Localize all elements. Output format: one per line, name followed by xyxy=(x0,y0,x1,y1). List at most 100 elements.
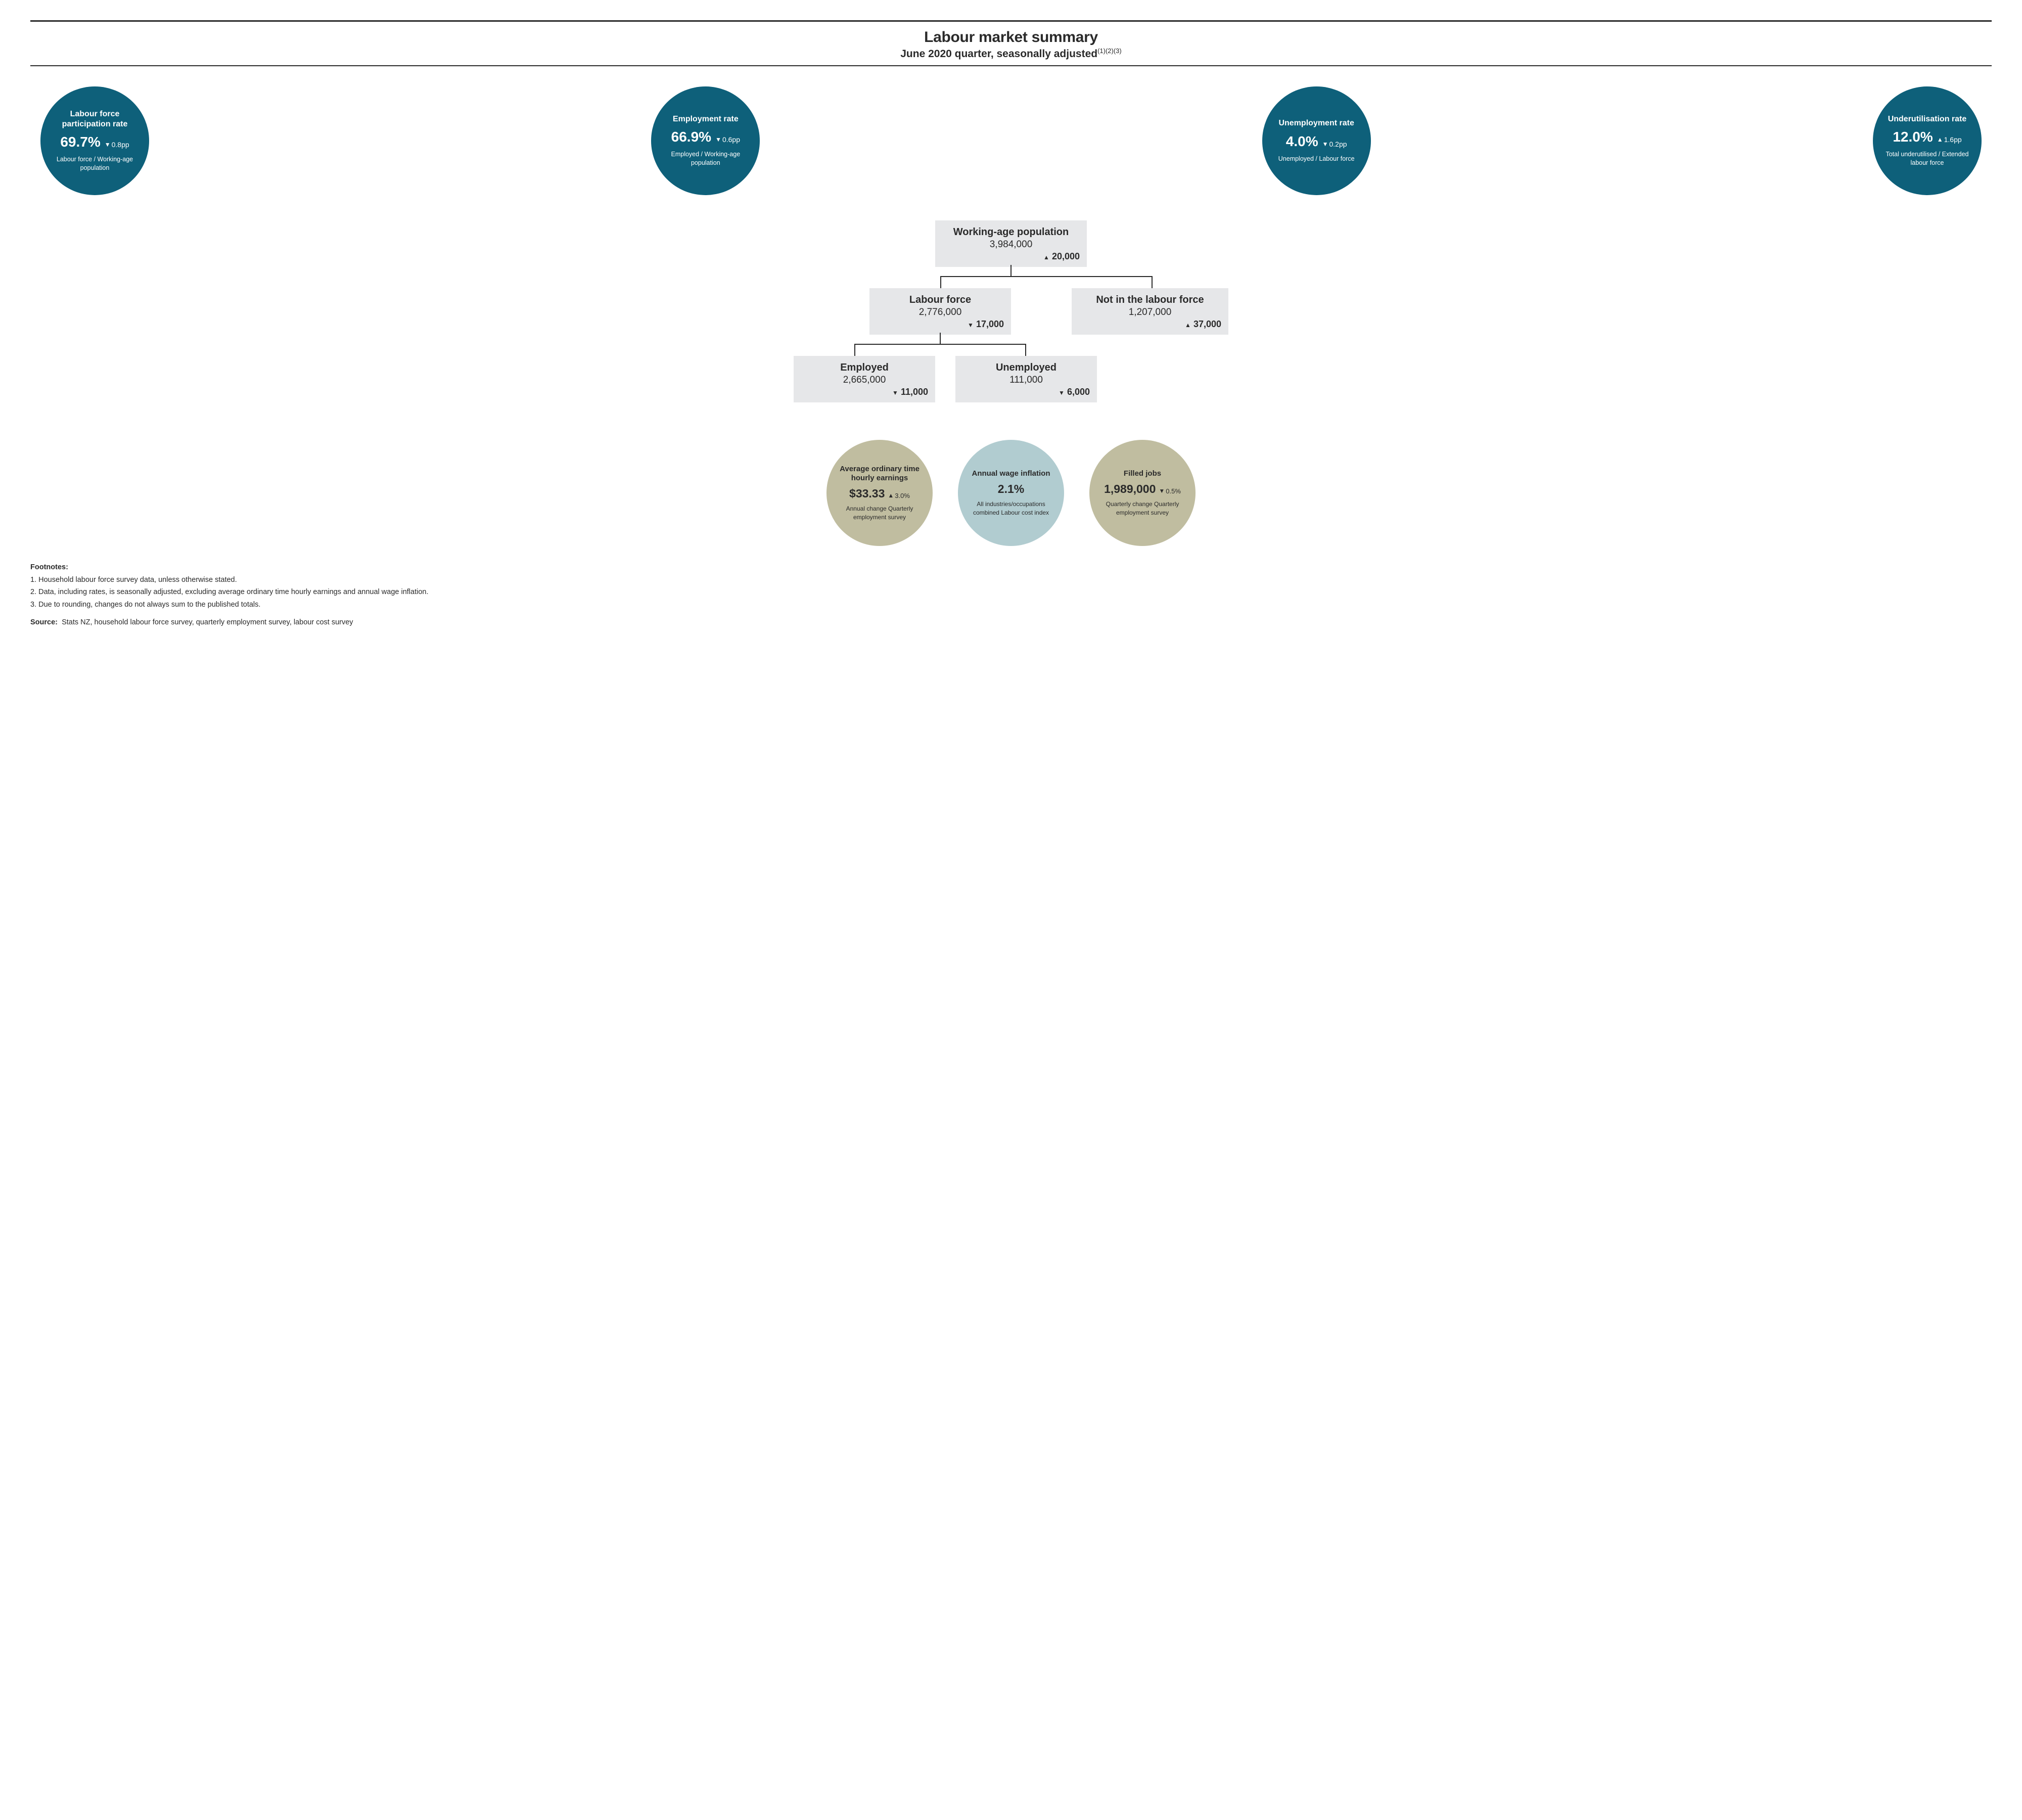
node-delta: ▼ 11,000 xyxy=(801,387,928,397)
triangle-up-icon: ▲ xyxy=(1185,322,1191,328)
connector xyxy=(940,333,941,344)
circle-value-row: $33.33 ▲3.0% xyxy=(849,487,910,500)
node-unemployed: Unemployed 111,000 ▼ 6,000 xyxy=(955,356,1097,402)
circle-value-row: 12.0% ▲1.6pp xyxy=(1893,129,1961,145)
circle-label: Employment rate xyxy=(673,114,739,124)
triangle-down-icon: ▼ xyxy=(1059,390,1065,396)
circle-label: Unemployment rate xyxy=(1278,118,1354,128)
footnote-item: 2. Data, including rates, is seasonally … xyxy=(30,586,1992,599)
circle-delta-val: 0.8pp xyxy=(112,141,129,149)
circle-value-row: 69.7% ▼0.8pp xyxy=(60,134,129,150)
title-block: Labour market summary June 2020 quarter,… xyxy=(30,22,1992,65)
node-employed: Employed 2,665,000 ▼ 11,000 xyxy=(794,356,935,402)
triangle-down-icon: ▼ xyxy=(968,322,974,328)
circle-wage-inflation: Annual wage inflation 2.1% All industrie… xyxy=(958,440,1064,546)
circle-desc: Annual change Quarterly employment surve… xyxy=(837,505,923,521)
node-delta-val: 6,000 xyxy=(1067,387,1090,397)
circle-value: 2.1% xyxy=(998,482,1024,496)
triangle-down-icon: ▼ xyxy=(892,390,898,396)
triangle-down-icon: ▼ xyxy=(1322,141,1328,147)
footnote-item: 3. Due to rounding, changes do not alway… xyxy=(30,599,1992,611)
connector xyxy=(1025,344,1026,356)
node-title: Labour force xyxy=(877,294,1004,306)
node-working-age: Working-age population 3,984,000 ▲ 20,00… xyxy=(935,220,1087,267)
node-labour-force: Labour force 2,776,000 ▼ 17,000 xyxy=(869,288,1011,335)
circle-value: 1,989,000 xyxy=(1104,482,1156,496)
circle-earnings: Average ordinary time hourly earnings $3… xyxy=(826,440,933,546)
triangle-up-icon: ▲ xyxy=(1937,136,1943,143)
circle-value-row: 4.0% ▼0.2pp xyxy=(1286,133,1347,150)
page-subtitle: June 2020 quarter, seasonally adjusted(1… xyxy=(30,47,1992,60)
footnote-item: 1. Household labour force survey data, u… xyxy=(30,574,1992,586)
footnotes-heading: Footnotes: xyxy=(30,561,1992,574)
node-value: 2,665,000 xyxy=(801,375,928,386)
node-value: 111,000 xyxy=(962,375,1090,386)
circle-label: Average ordinary time hourly earnings xyxy=(837,465,923,483)
circle-value: 4.0% xyxy=(1286,133,1318,150)
circle-delta: ▼0.8pp xyxy=(105,141,129,149)
node-not-in-labour-force: Not in the labour force 1,207,000 ▲ 37,0… xyxy=(1072,288,1228,335)
connector xyxy=(1152,276,1153,288)
triangle-down-icon: ▼ xyxy=(715,136,721,143)
hierarchy-tree: Working-age population 3,984,000 ▲ 20,00… xyxy=(794,220,1228,423)
circle-employment: Employment rate 66.9% ▼0.6pp Employed / … xyxy=(651,86,760,195)
circle-desc: All industries/occupations combined Labo… xyxy=(968,500,1054,516)
circle-value: $33.33 xyxy=(849,487,885,500)
source-text-val: Stats NZ, household labour force survey,… xyxy=(62,618,353,626)
node-title: Working-age population xyxy=(942,226,1080,238)
triangle-up-icon: ▲ xyxy=(888,492,894,498)
triangle-down-icon: ▼ xyxy=(105,142,111,148)
circle-delta: ▼0.6pp xyxy=(715,135,740,144)
circle-label: Labour force participation rate xyxy=(50,109,140,128)
node-delta-val: 17,000 xyxy=(976,319,1004,329)
circle-value: 12.0% xyxy=(1893,129,1933,145)
node-delta-val: 37,000 xyxy=(1193,319,1221,329)
node-delta-val: 20,000 xyxy=(1052,251,1080,261)
node-value: 1,207,000 xyxy=(1079,307,1221,318)
circle-delta-val: 3.0% xyxy=(895,492,910,499)
node-title: Not in the labour force xyxy=(1079,294,1221,306)
circle-value: 66.9% xyxy=(671,129,711,145)
node-title: Employed xyxy=(801,362,928,374)
bottom-circles-row: Average ordinary time hourly earnings $3… xyxy=(30,440,1992,546)
circle-unemployment: Unemployment rate 4.0% ▼0.2pp Unemployed… xyxy=(1262,86,1371,195)
connector xyxy=(854,344,1026,345)
page-title: Labour market summary xyxy=(30,29,1992,46)
circle-delta-val: 0.2pp xyxy=(1329,140,1347,148)
circle-delta: ▲1.6pp xyxy=(1937,135,1962,144)
circle-desc: Quarterly change Quarterly employment su… xyxy=(1099,500,1185,516)
source-line: Source: Stats NZ, household labour force… xyxy=(30,618,1992,626)
circle-desc: Unemployed / Labour force xyxy=(1278,155,1355,163)
circle-underutilisation: Underutilisation rate 12.0% ▲1.6pp Total… xyxy=(1873,86,1982,195)
circle-desc: Employed / Working-age population xyxy=(660,150,751,167)
circle-delta-val: 1.6pp xyxy=(1944,135,1962,144)
connector xyxy=(1010,265,1012,276)
circle-participation: Labour force participation rate 69.7% ▼0… xyxy=(40,86,149,195)
circle-label: Underutilisation rate xyxy=(1888,114,1967,124)
subtitle-sup: (1)(2)(3) xyxy=(1097,47,1122,55)
circle-desc: Total underutilised / Extended labour fo… xyxy=(1882,150,1972,167)
connector xyxy=(854,344,855,356)
circle-value: 69.7% xyxy=(60,134,100,150)
circle-value-row: 2.1% xyxy=(998,482,1024,496)
circle-delta: ▲3.0% xyxy=(888,492,910,499)
node-delta: ▲ 20,000 xyxy=(942,251,1080,262)
node-delta: ▲ 37,000 xyxy=(1079,319,1221,330)
node-delta-val: 11,000 xyxy=(901,387,928,397)
footnotes: Footnotes: 1. Household labour force sur… xyxy=(30,561,1992,611)
connector xyxy=(940,276,941,288)
circle-delta: ▼0.5% xyxy=(1159,487,1181,495)
node-value: 2,776,000 xyxy=(877,307,1004,318)
circle-delta-val: 0.5% xyxy=(1166,487,1181,495)
triangle-down-icon: ▼ xyxy=(1159,488,1165,494)
top-circles-row: Labour force participation rate 69.7% ▼0… xyxy=(40,86,1982,195)
node-delta: ▼ 6,000 xyxy=(962,387,1090,397)
node-value: 3,984,000 xyxy=(942,239,1080,250)
node-delta: ▼ 17,000 xyxy=(877,319,1004,330)
circle-delta-val: 0.6pp xyxy=(722,135,740,144)
circle-filled-jobs: Filled jobs 1,989,000 ▼0.5% Quarterly ch… xyxy=(1089,440,1196,546)
circle-delta: ▼0.2pp xyxy=(1322,140,1347,148)
source-label: Source: xyxy=(30,618,58,626)
circle-value-row: 66.9% ▼0.6pp xyxy=(671,129,740,145)
node-title: Unemployed xyxy=(962,362,1090,374)
